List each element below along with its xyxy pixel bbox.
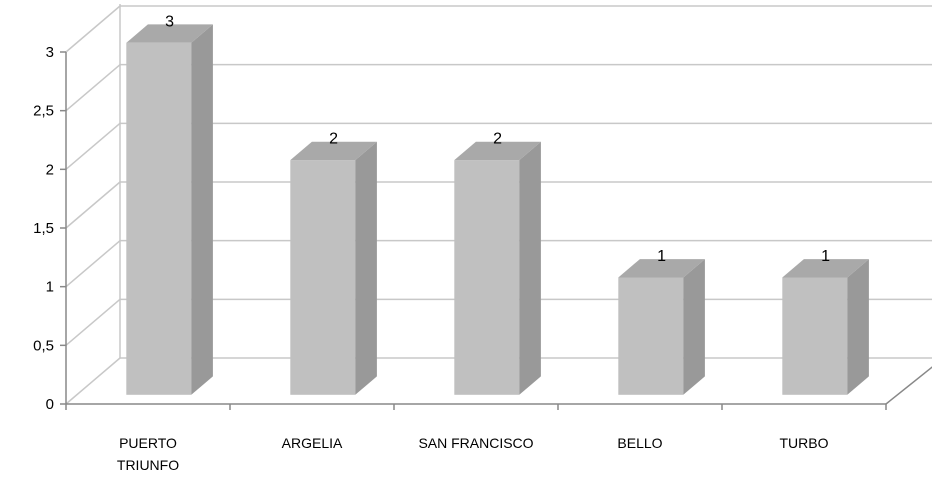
gridline-side-5 <box>65 64 121 112</box>
bar-front-0 <box>126 42 192 395</box>
ytick-label-6: 3 <box>46 44 54 61</box>
gridline-side-1 <box>65 298 121 346</box>
bar-1: 2 <box>290 131 377 395</box>
bar-top-3 <box>618 259 705 278</box>
gridline-side-3 <box>65 181 121 229</box>
bar-4: 1 <box>782 248 869 395</box>
bar-side-4 <box>847 259 869 395</box>
bar-front-2 <box>454 160 520 395</box>
bar-side-3 <box>683 259 705 395</box>
category-label-3-0: BELLO <box>617 435 662 451</box>
bars: 3 2 2 1 1 <box>126 13 869 395</box>
data-label-3: 1 <box>657 248 666 265</box>
bar-side-0 <box>191 24 213 395</box>
bar-top-1 <box>290 141 377 161</box>
data-label-1: 2 <box>329 131 338 148</box>
bar-front-4 <box>782 277 848 395</box>
bar-0: 3 <box>126 13 213 395</box>
category-label-1-0: ARGELIA <box>282 435 343 451</box>
bar-front-1 <box>290 160 356 395</box>
bar-top-2 <box>454 141 541 161</box>
ytick-label-5: 2,5 <box>33 103 54 120</box>
bar-3: 1 <box>618 248 705 395</box>
category-label-2-0: SAN FRANCISCO <box>418 435 533 451</box>
ytick-label-0: 0 <box>46 396 54 413</box>
floor-right-edge <box>885 366 932 405</box>
category-label-0-0: PUERTO <box>119 435 177 451</box>
ytick-label-2: 1 <box>46 279 54 296</box>
bar-2: 2 <box>454 131 541 395</box>
bar-top-0 <box>126 24 213 43</box>
ytick-label-3: 1,5 <box>33 220 54 237</box>
ytick-label-1: 0,5 <box>33 337 54 354</box>
gridline-side-6 <box>65 5 121 53</box>
category-label-4-0: TURBO <box>780 435 829 451</box>
category-label-0-1: TRIUNFO <box>117 457 179 473</box>
y-axis-ticks: 0 0,5 1 1,5 2 2,5 3 <box>33 44 66 413</box>
bar-side-1 <box>355 141 377 395</box>
gridline-side-4 <box>65 122 121 170</box>
gridline-side-0 <box>65 357 121 405</box>
bar-front-3 <box>618 277 684 395</box>
x-axis-labels: PUERTO TRIUNFO ARGELIA SAN FRANCISCO BELLO TU… <box>117 435 829 473</box>
ytick-label-4: 2 <box>46 161 54 178</box>
bar-side-2 <box>519 141 541 395</box>
gridline-side-2 <box>65 240 121 288</box>
bar-top-4 <box>782 259 869 278</box>
data-label-0: 3 <box>165 13 174 30</box>
data-label-2: 2 <box>493 131 502 148</box>
data-label-4: 1 <box>821 248 830 265</box>
